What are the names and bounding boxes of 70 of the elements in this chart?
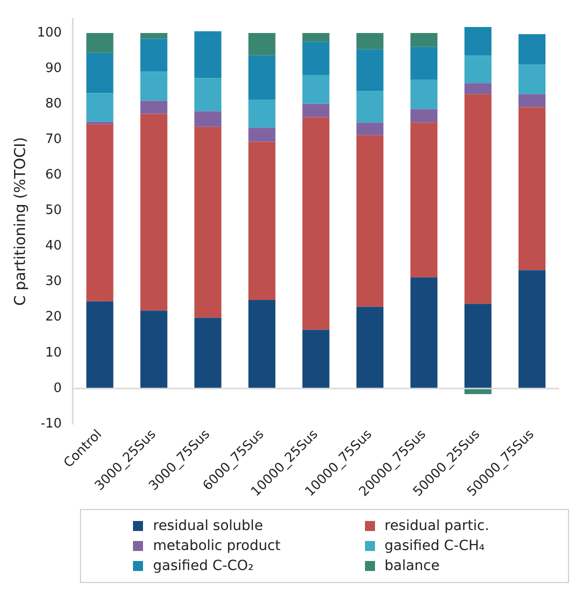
- legend-label: balance: [384, 558, 440, 574]
- bar: [140, 114, 168, 311]
- bar: [140, 38, 168, 72]
- bar: [356, 122, 384, 136]
- y-axis-title: C partitioning (%TOCI): [10, 137, 29, 306]
- bar: [86, 122, 114, 124]
- bar: [302, 75, 330, 104]
- legend-label: residual soluble: [153, 518, 263, 534]
- legend-label: residual partic.: [384, 518, 490, 534]
- y-tick-label: 70: [45, 132, 62, 148]
- bar: [194, 318, 222, 388]
- bar: [248, 33, 276, 56]
- bar: [248, 55, 276, 100]
- bar: [194, 126, 222, 318]
- bar: [518, 94, 546, 108]
- bar: [356, 33, 384, 50]
- bar: [248, 128, 276, 142]
- bar: [410, 33, 438, 47]
- bar: [302, 117, 330, 330]
- bar: [464, 304, 492, 388]
- bar: [518, 107, 546, 270]
- bar: [86, 33, 114, 53]
- bar: [518, 270, 546, 388]
- legend-label: metabolic product: [153, 538, 281, 554]
- bar: [356, 306, 384, 388]
- bar: [194, 111, 222, 127]
- bar: [86, 124, 114, 302]
- y-tick-label: 90: [45, 60, 62, 76]
- bar: [86, 93, 114, 122]
- y-tick-label: -10: [40, 416, 62, 432]
- y-tick-label: 100: [36, 25, 62, 40]
- y-tick-label: 60: [45, 168, 62, 183]
- bar: [140, 310, 168, 388]
- y-tick-label: 10: [45, 345, 62, 360]
- bar: [410, 46, 438, 80]
- bar: [302, 104, 330, 118]
- bar: [194, 78, 222, 112]
- bar: [464, 56, 492, 84]
- bar: [518, 64, 546, 94]
- legend-label: gasified C-CH₄: [384, 538, 485, 554]
- bar: [194, 31, 222, 78]
- bar: [410, 122, 438, 278]
- bar: [302, 42, 330, 76]
- bar: [518, 34, 546, 65]
- y-tick-label: 50: [45, 203, 62, 218]
- bar: [140, 100, 168, 114]
- bar: [140, 33, 168, 39]
- y-tick-label: 20: [45, 310, 62, 325]
- bar: [410, 277, 438, 388]
- bar: [356, 49, 384, 92]
- bar: [248, 300, 276, 388]
- bar: [86, 301, 114, 388]
- legend-label: gasified C-CO₂: [153, 558, 254, 574]
- bar: [356, 91, 384, 123]
- bar: [464, 94, 492, 304]
- bar: [140, 72, 168, 101]
- y-tick-label: 40: [45, 238, 62, 254]
- bar: [248, 99, 276, 128]
- bar: [464, 26, 492, 56]
- bar: [86, 52, 114, 94]
- bar: [248, 142, 276, 300]
- y-tick-label: 80: [45, 96, 62, 112]
- bar: [410, 80, 438, 110]
- bar: [302, 330, 330, 388]
- y-tick-label: 30: [45, 274, 62, 290]
- bar: [356, 135, 384, 307]
- bar: [410, 109, 438, 123]
- bar: [464, 83, 492, 94]
- bar: [302, 33, 330, 42]
- y-tick-label: 0: [54, 380, 62, 396]
